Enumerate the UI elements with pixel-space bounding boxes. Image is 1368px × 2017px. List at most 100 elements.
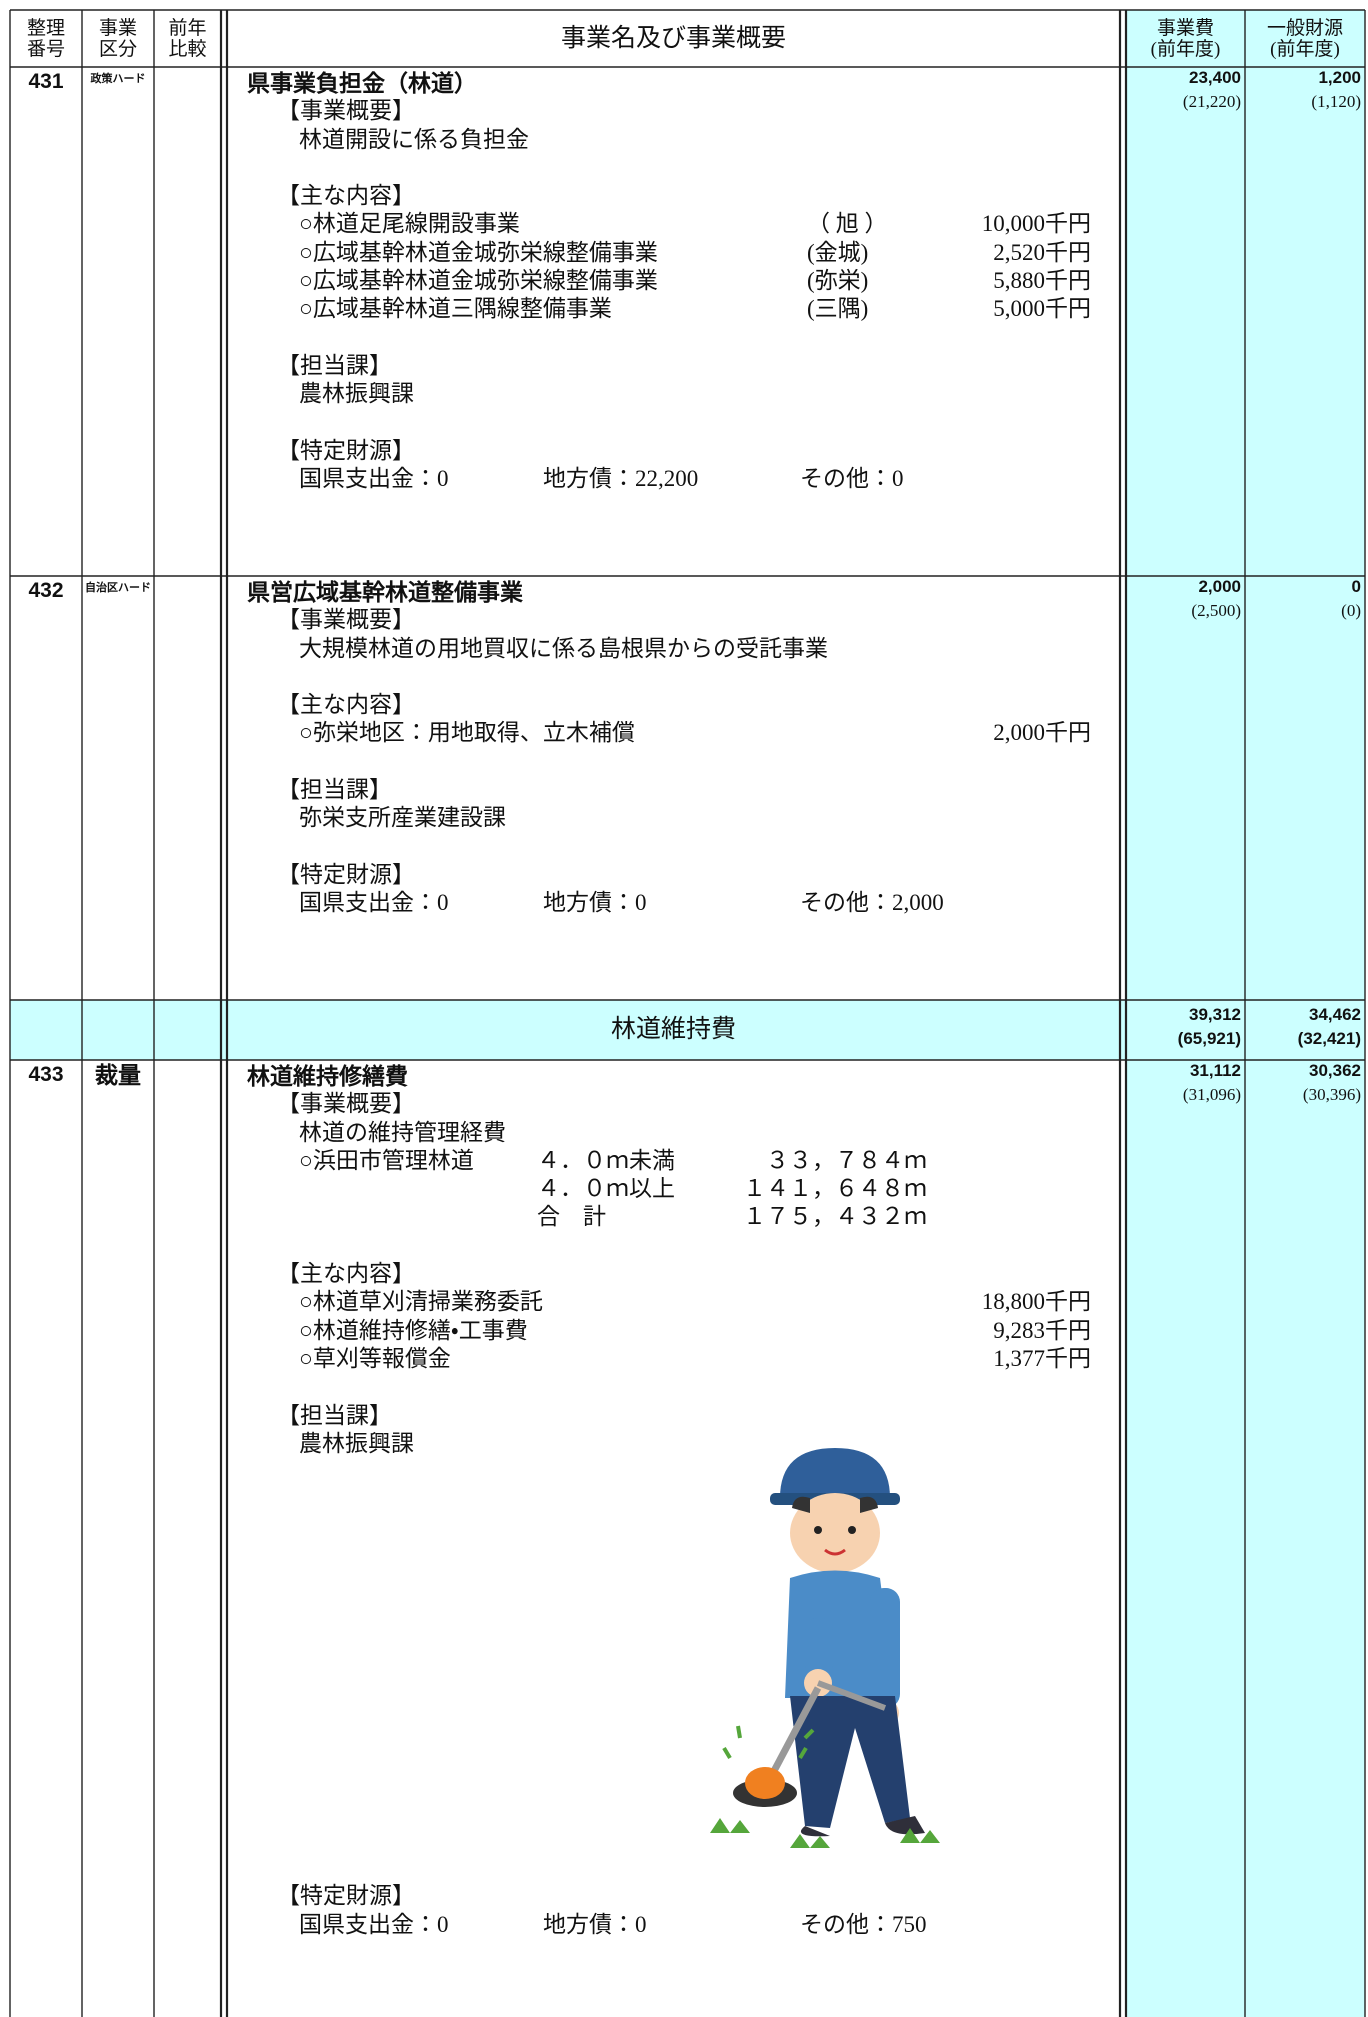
road-class: ４．０ｍ未満 <box>537 1147 675 1173</box>
road-row: ○浜田市管理林道 ４．０ｍ未満 ３３，７８４ｍ <box>227 1147 1120 1175</box>
funding-item: その他：2,000 <box>800 890 944 916</box>
content-area: （ 旭 ） <box>807 211 888 237</box>
funding-row: 国県支出金：0 地方債：22,200 その他：0 <box>227 465 1120 493</box>
funding-item: 国県支出金：0 <box>299 890 449 916</box>
content-name: ○草刈等報償金 <box>299 1345 451 1371</box>
content-amount: 18,800千円 <box>981 1289 1091 1315</box>
header-text: 区分 <box>98 38 137 60</box>
amount-cell: 0 (0) <box>1245 576 1365 1000</box>
overview-line: 大規模林道の用地買収に係る島根県からの受託事業 <box>299 635 828 661</box>
amount-prev: (2,500) <box>1191 601 1241 620</box>
amount-cell: 30,362 (30,396) <box>1245 1060 1365 2017</box>
header-cell: 前年 比較 <box>154 10 221 67</box>
amount-cell: 39,312 (65,921) <box>1126 1004 1245 1060</box>
item-category: 自治区ハード <box>85 582 151 594</box>
amount: 2,000 <box>1198 577 1241 596</box>
amount-cell: 2,000 (2,500) <box>1126 576 1245 1000</box>
funding-row: 国県支出金：0 地方債：0 その他：750 <box>227 1911 1120 1939</box>
header-text: 事業名及び事業概要 <box>560 25 786 52</box>
content-amount: 9,283千円 <box>993 1317 1091 1343</box>
section-label: 【担当課】 <box>277 352 392 378</box>
section-label: 【事業概要】 <box>277 1091 415 1117</box>
header-cell: 事業 区分 <box>82 10 154 67</box>
content-amount: 5,000千円 <box>993 296 1091 322</box>
contents: 【主な内容】 ○林道足尾線開設事業（ 旭 ） 10,000千円 ○広域基幹林道金城弥栄… <box>227 182 1120 323</box>
header-cell: 事業名及び事業概要 <box>227 10 1120 67</box>
content-row: ○林道維持修繕・工事費 9,283千円 <box>227 1317 1120 1345</box>
item-content: 県事業負担金（林道） 【事業概要】 林道開設に係る負担金 【主な内容】 ○林道足尾線開設… <box>227 67 1120 576</box>
content-row: ○草刈等報償金 1,377千円 <box>227 1345 1120 1373</box>
road-row: ４．０ｍ以上 １４１，６４８ｍ <box>227 1175 1120 1203</box>
content-amount: 2,520千円 <box>993 239 1091 265</box>
content-row: ○林道草刈清掃業務委託 18,800千円 <box>227 1288 1120 1316</box>
header-text: 比較 <box>168 38 207 60</box>
department-name: 農林振興課 <box>299 381 414 407</box>
amount-prev: (1,120) <box>1311 92 1361 111</box>
overview: 【事業概要】 林道開設に係る負担金 <box>227 97 1120 154</box>
item-id: 432 <box>28 579 64 602</box>
item-title: 林道維持修繕費 <box>247 1063 408 1089</box>
content-area: (弥栄) <box>807 268 869 294</box>
amount: 23,400 <box>1189 68 1241 87</box>
content-row: ○広域基幹林道金城弥栄線整備事業 (弥栄) 5,880千円 <box>227 267 1120 295</box>
header-cell: 事業費 (前年度) <box>1126 10 1245 67</box>
section-label: 【事業概要】 <box>277 607 415 633</box>
funding: 【特定財源】 国県支出金：0 地方債：0 その他：2,000 <box>227 861 1120 918</box>
item-title: 県営広域基幹林道整備事業 <box>247 579 523 605</box>
item-id: 433 <box>28 1063 64 1086</box>
department-name: 弥栄支所産業建設課 <box>299 805 506 831</box>
group-title: 林道維持費 <box>610 1016 736 1043</box>
road-length: １４１，６４８ｍ <box>743 1176 927 1202</box>
content-name: ○広域基幹林道金城弥栄線整備事業 <box>299 239 658 265</box>
amount: 39,312 <box>1189 1005 1241 1024</box>
amount-prev: (31,096) <box>1182 1085 1241 1104</box>
amount: 0 <box>1351 577 1361 596</box>
funding: 【特定財源】 国県支出金：0 地方債：22,200 その他：0 <box>227 437 1120 494</box>
content-row: ○林道足尾線開設事業 （ 旭 ） 10,000千円 <box>227 210 1120 238</box>
amount-prev: (32,421) <box>1297 1029 1361 1048</box>
header-text: 整理 <box>26 17 65 39</box>
section-label: 【事業概要】 <box>277 98 415 124</box>
road-length: １７５，４３２ｍ <box>743 1204 927 1230</box>
amount-prev: (21,220) <box>1182 92 1241 111</box>
amount: 30,362 <box>1309 1061 1361 1080</box>
header-text: 事業 <box>98 17 137 39</box>
illustration <box>710 1448 940 1848</box>
content-row: ○弥栄地区：用地取得、立木補償 2,000千円 <box>227 719 1120 747</box>
header-text: (前年度) <box>1150 38 1221 60</box>
section-label: 【特定財源】 <box>277 861 415 887</box>
content-name: ○広域基幹林道三隅線整備事業 <box>299 296 612 322</box>
department: 【担当課】 弥栄支所産業建設課 <box>227 776 1120 833</box>
road-class: ４．０ｍ以上 <box>537 1176 675 1202</box>
item-content: 林道維持修繕費 【事業概要】 林道の維持管理経費 ○浜田市管理林道 ４．０ｍ未満 ３３，７… <box>227 1060 1120 2017</box>
department: 【担当課】 農林振興課 <box>227 1402 1120 1459</box>
amount-cell: 31,112 (31,096) <box>1126 1060 1245 2017</box>
illustration-space <box>227 1486 1120 1882</box>
section-label: 【特定財源】 <box>277 437 415 463</box>
header-cell: 一般財源 (前年度) <box>1245 10 1365 67</box>
department-name: 農林振興課 <box>299 1430 414 1456</box>
amount-prev: (0) <box>1341 601 1361 620</box>
overview-line: 林道開設に係る負担金 <box>299 126 529 152</box>
header-text: 番号 <box>26 38 65 60</box>
section-label: 【担当課】 <box>277 1402 392 1428</box>
funding-item: その他：750 <box>800 1911 927 1937</box>
contents: 【主な内容】 ○弥栄地区：用地取得、立木補償 2,000千円 <box>227 691 1120 748</box>
funding-item: 地方債：22,200 <box>543 466 699 492</box>
content-name: ○林道草刈清掃業務委託 <box>299 1289 543 1315</box>
funding-row: 国県支出金：0 地方債：0 その他：2,000 <box>227 889 1120 917</box>
department: 【担当課】農林振興課 <box>227 352 1120 409</box>
overview: 【事業概要】 大規模林道の用地買収に係る島根県からの受託事業 <box>227 606 1120 663</box>
section-label: 【担当課】 <box>277 777 392 803</box>
amount: 1,200 <box>1318 68 1361 87</box>
funding-item: その他：0 <box>800 466 904 492</box>
content-area: (金城) <box>807 239 869 265</box>
amount-cell: 1,200 (1,120) <box>1245 67 1365 576</box>
header-cell: 整理 番号 <box>10 10 82 67</box>
header-text: 前年 <box>168 17 207 39</box>
road-row: 合 計 １７５，４３２ｍ <box>227 1203 1120 1231</box>
header-text: 事業費 <box>1156 17 1214 39</box>
content-name: ○林道維持修繕・工事費 <box>299 1317 528 1343</box>
item-id: 431 <box>28 70 64 93</box>
